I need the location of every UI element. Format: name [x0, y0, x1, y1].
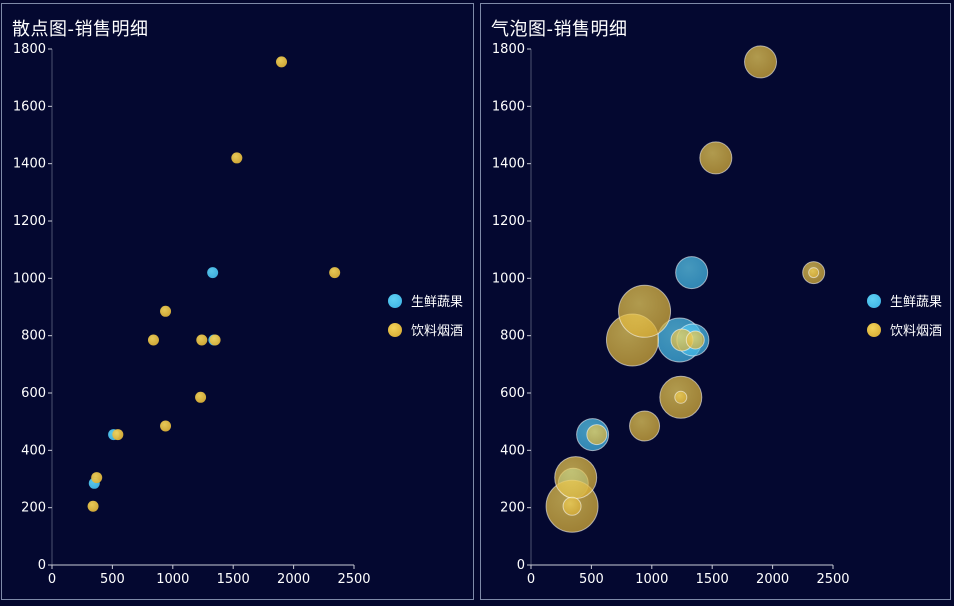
bubble-point-drinks-tobacco[interactable]	[808, 267, 820, 279]
x-tick-label: 2000	[277, 572, 310, 587]
legend-marker[interactable]	[867, 294, 881, 308]
x-tick-label: 2500	[337, 572, 370, 587]
bubble-chart-title: 气泡图-销售明细	[491, 19, 628, 40]
x-tick-label: 500	[100, 572, 125, 587]
legend-marker[interactable]	[388, 323, 402, 337]
scatter-point-drinks-tobacco[interactable]	[91, 472, 103, 484]
y-tick-label: 1400	[492, 157, 525, 172]
x-tick-label: 1000	[635, 572, 668, 587]
x-tick-label: 1500	[696, 572, 729, 587]
scatter-chart: 0 200 400 600 800 1000 1200 1400 1600 1800 0 500 100…	[13, 42, 463, 587]
y-tick-label: 1200	[13, 214, 46, 229]
x-tick-label: 2000	[756, 572, 789, 587]
y-tick-label: 1600	[492, 99, 525, 114]
y-tick-label: 1000	[492, 271, 525, 286]
y-tick-label: 0	[38, 558, 46, 573]
scatter-point-drinks-tobacco[interactable]	[231, 152, 243, 164]
bubble-point-drinks-tobacco[interactable]	[562, 496, 582, 516]
bubble-point-drinks-tobacco[interactable]	[744, 45, 778, 79]
scatter-point-drinks-tobacco[interactable]	[147, 334, 159, 346]
scatter-point-drinks-tobacco[interactable]	[196, 334, 208, 346]
bubble-point-drinks-tobacco[interactable]	[699, 141, 733, 175]
y-tick-label: 1200	[492, 214, 525, 229]
bubble-point-drinks-tobacco[interactable]	[685, 330, 705, 350]
y-tick-label: 0	[517, 558, 525, 573]
y-tick-label: 800	[21, 329, 46, 344]
bubble-point-drinks-tobacco[interactable]	[618, 284, 672, 338]
legend-marker[interactable]	[388, 294, 402, 308]
scatter-point-drinks-tobacco[interactable]	[160, 420, 172, 432]
scatter-point-drinks-tobacco[interactable]	[87, 500, 99, 512]
y-tick-label: 600	[500, 386, 525, 401]
legend-label[interactable]: 生鲜蔬果	[890, 295, 942, 310]
scatter-point-drinks-tobacco[interactable]	[112, 429, 124, 441]
legend-label[interactable]: 饮料烟酒	[411, 324, 463, 339]
y-tick-label: 800	[500, 329, 525, 344]
x-tick-label: 500	[579, 572, 604, 587]
legend-marker[interactable]	[867, 323, 881, 337]
scatter-point-drinks-tobacco[interactable]	[276, 56, 288, 68]
x-tick-label: 2500	[816, 572, 849, 587]
y-tick-label: 200	[500, 501, 525, 516]
bubble-point-drinks-tobacco[interactable]	[629, 410, 661, 442]
y-tick-label: 1800	[492, 42, 525, 57]
bubble-point-drinks-tobacco[interactable]	[586, 424, 608, 446]
legend-label[interactable]: 饮料烟酒	[890, 324, 942, 339]
y-tick-label: 600	[21, 386, 46, 401]
y-tick-label: 1800	[13, 42, 46, 57]
y-tick-label: 1000	[13, 271, 46, 286]
scatter-point-drinks-tobacco[interactable]	[195, 391, 207, 403]
y-tick-label: 400	[21, 443, 46, 458]
scatter-point-fresh-produce[interactable]	[207, 267, 219, 279]
x-tick-label: 1000	[156, 572, 189, 587]
bubble-point-fresh-produce[interactable]	[675, 256, 709, 290]
y-tick-label: 400	[500, 443, 525, 458]
x-tick-label: 1500	[217, 572, 250, 587]
scatter-chart-panel: 散点图-销售明细 0 200 400 600 800 1000 1200 1400 1600 18…	[1, 3, 474, 600]
bubble-point-drinks-tobacco[interactable]	[674, 390, 688, 404]
x-tick-label: 0	[48, 572, 56, 587]
bubble-chart: 0 200 400 600 800 1000 1200 1400 1600 1800 0 500 100…	[492, 42, 942, 587]
y-tick-label: 1400	[13, 157, 46, 172]
legend-label[interactable]: 生鲜蔬果	[411, 295, 463, 310]
bubble-point-drinks-tobacco[interactable]	[554, 456, 598, 500]
bubble-chart-panel: 气泡图-销售明细 0 200 400 600 800 1000 1200 1400 1600 18…	[480, 3, 951, 600]
scatter-point-drinks-tobacco[interactable]	[209, 334, 221, 346]
scatter-chart-title: 散点图-销售明细	[12, 19, 149, 40]
scatter-point-drinks-tobacco[interactable]	[329, 267, 341, 279]
y-tick-label: 1600	[13, 99, 46, 114]
scatter-point-drinks-tobacco[interactable]	[160, 305, 172, 317]
x-tick-label: 0	[527, 572, 535, 587]
y-tick-label: 200	[21, 501, 46, 516]
